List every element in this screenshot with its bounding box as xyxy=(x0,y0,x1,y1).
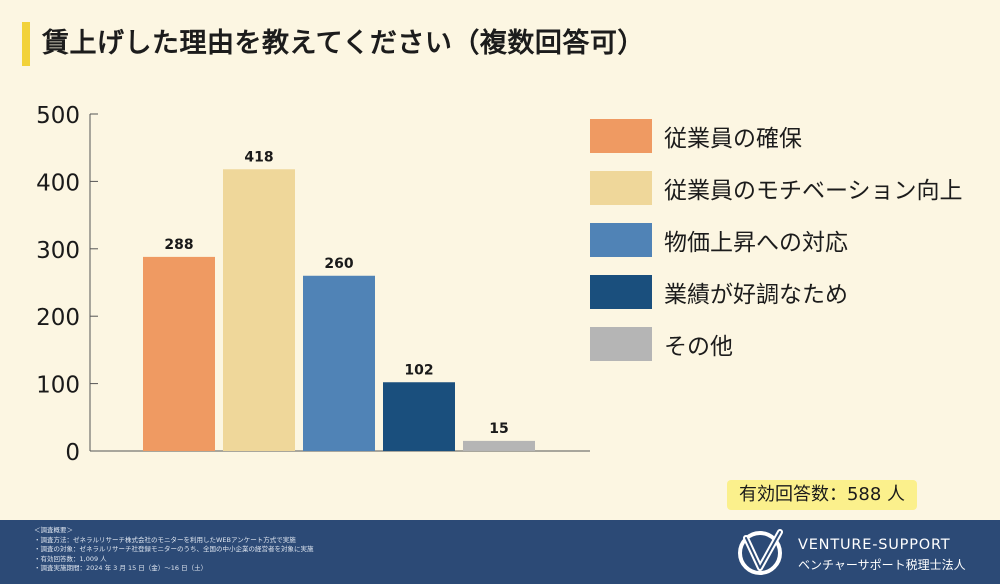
total-responses-badge: 有効回答数：588 人 xyxy=(727,480,917,510)
bar xyxy=(383,382,455,451)
bar-value-label: 418 xyxy=(244,149,273,165)
survey-line: ＜調査概要＞ xyxy=(34,526,73,534)
venture-support-logo-icon xyxy=(738,529,783,575)
legend-label: その他 xyxy=(664,334,733,360)
legend-item: 従業員の確保 xyxy=(590,110,990,162)
bar-value-label: 288 xyxy=(164,237,193,253)
legend-label: 従業員の確保 xyxy=(664,126,802,152)
legend-swatch xyxy=(590,327,652,361)
legend-swatch xyxy=(590,223,652,257)
legend-label: 業績が好調なため xyxy=(664,282,848,308)
legend-label: 物価上昇への対応 xyxy=(664,230,848,256)
bar xyxy=(223,169,295,451)
brand-name-en: VENTURE-SUPPORT xyxy=(798,537,951,553)
bar xyxy=(463,440,535,451)
brand-name-jp: ベンチャーサポート税理士法人 xyxy=(798,558,966,572)
legend-item: その他 xyxy=(590,318,990,370)
legend-swatch xyxy=(590,171,652,205)
title-accent-bar xyxy=(22,22,30,66)
y-tick-label: 400 xyxy=(36,170,80,196)
legend-item: 物価上昇への対応 xyxy=(590,214,990,266)
chart-title: 賃上げした理由を教えてください（複数回答可） xyxy=(42,28,645,59)
chart-legend: 従業員の確保 従業員のモチベーション向上 物価上昇への対応 業績が好調なため そ… xyxy=(590,110,990,370)
bar xyxy=(303,275,375,451)
y-tick-label: 0 xyxy=(65,440,80,466)
y-tick-label: 500 xyxy=(36,103,80,129)
bar-value-label: 102 xyxy=(404,362,433,378)
survey-line: ・有効回答数：1,009 人 xyxy=(34,554,107,563)
y-tick-label: 100 xyxy=(36,373,80,399)
survey-line: ・調査実施期間：2024 年 3 月 15 日（金）～16 日（土） xyxy=(34,564,208,573)
legend-item: 従業員のモチベーション向上 xyxy=(590,162,990,214)
bar xyxy=(143,256,215,451)
survey-line: ・調査方法：ゼネラルリサーチ株式会社のモニターを利用したWEBアンケート方式で実… xyxy=(34,535,296,544)
y-tick-label: 200 xyxy=(36,305,80,331)
legend-swatch xyxy=(590,119,652,153)
legend-label: 従業員のモチベーション向上 xyxy=(664,178,963,204)
legend-item: 業績が好調なため xyxy=(590,266,990,318)
survey-overview: ＜調査概要＞ ・調査方法：ゼネラルリサーチ株式会社のモニターを利用したWEBアン… xyxy=(34,526,314,574)
bar-chart: 0 100 200 300 400 500 288 418 260 102 15 xyxy=(36,103,590,466)
bar-value-label: 15 xyxy=(489,421,508,437)
bar-value-label: 260 xyxy=(324,256,353,272)
footer-bar: ＜調査概要＞ ・調査方法：ゼネラルリサーチ株式会社のモニターを利用したWEBアン… xyxy=(0,520,1000,584)
y-tick-label: 300 xyxy=(36,238,80,264)
legend-swatch xyxy=(590,275,652,309)
survey-line: ・調査の対象：ゼネラルリサーチ社登録モニターのうち、全国の中小企業の経営者を対象… xyxy=(34,545,314,554)
